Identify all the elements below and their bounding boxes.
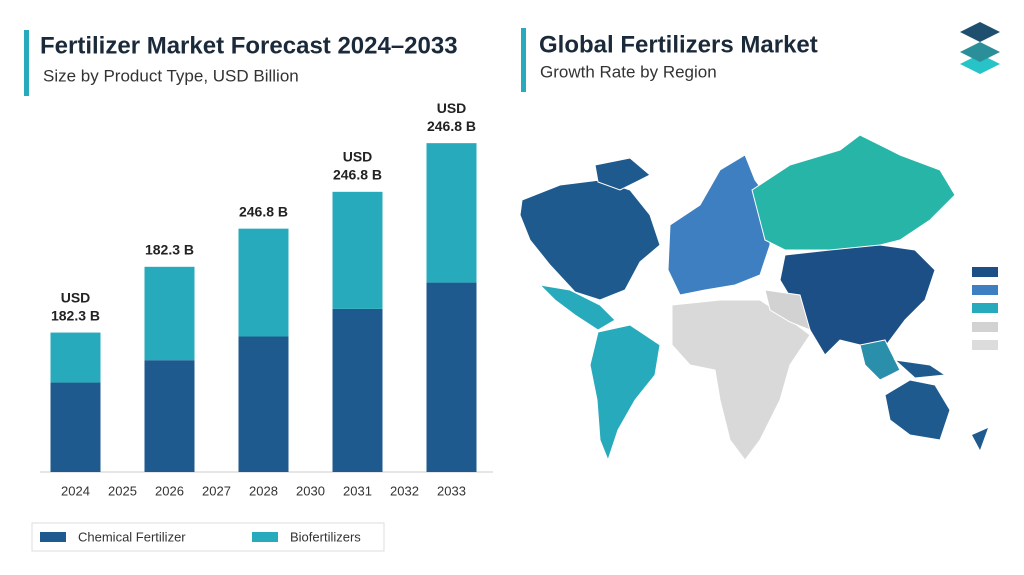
world-map <box>519 134 988 462</box>
x-tick-label: 2027 <box>202 483 231 498</box>
bar-segment <box>50 332 101 383</box>
bar-segment <box>332 191 383 309</box>
chart-title: Fertilizer Market Forecast 2024–2033 <box>40 32 458 59</box>
legend-label: Chemical Fertilizer <box>78 529 186 544</box>
x-tick-label: 2031 <box>343 483 372 498</box>
bar-label: 246.8 B <box>239 203 288 219</box>
map-legend <box>972 267 998 350</box>
x-tick-label: 2025 <box>108 483 137 498</box>
title-accent <box>24 30 29 96</box>
bar-label: 246.8 B <box>333 167 382 183</box>
bar-segment <box>238 336 289 472</box>
legend-swatch <box>252 532 278 542</box>
bar-label: 246.8 B <box>427 118 476 134</box>
map-title: Global Fertilizers Market <box>539 31 818 58</box>
bar-label: 182.3 B <box>145 242 194 258</box>
logo <box>960 22 1000 74</box>
bar-label: USD <box>61 289 91 305</box>
bar-segment <box>426 282 477 472</box>
bar-segment <box>144 266 195 361</box>
bar-segment <box>144 360 195 472</box>
x-tick-label: 2028 <box>249 483 278 498</box>
legend-box <box>31 522 385 552</box>
x-tick-label: 2024 <box>61 483 90 498</box>
bar-label: USD <box>343 149 373 165</box>
bar-label: 182.3 B <box>51 307 100 323</box>
bar-label: USD <box>437 100 467 116</box>
bar-segment <box>50 382 101 472</box>
title-accent <box>521 28 526 92</box>
x-tick-label: 2026 <box>155 483 184 498</box>
legend-label: Biofertilizers <box>290 529 361 544</box>
bar-segment <box>426 143 477 283</box>
map-subtitle: Growth Rate by Region <box>540 62 717 81</box>
bar-segment <box>332 308 383 472</box>
bar-segment <box>238 228 289 337</box>
legend-swatch <box>40 532 66 542</box>
x-tick-label: 2033 <box>437 483 466 498</box>
x-tick-label: 2032 <box>390 483 419 498</box>
chart-subtitle: Size by Product Type, USD Billion <box>43 66 299 85</box>
x-tick-label: 2030 <box>296 483 325 498</box>
